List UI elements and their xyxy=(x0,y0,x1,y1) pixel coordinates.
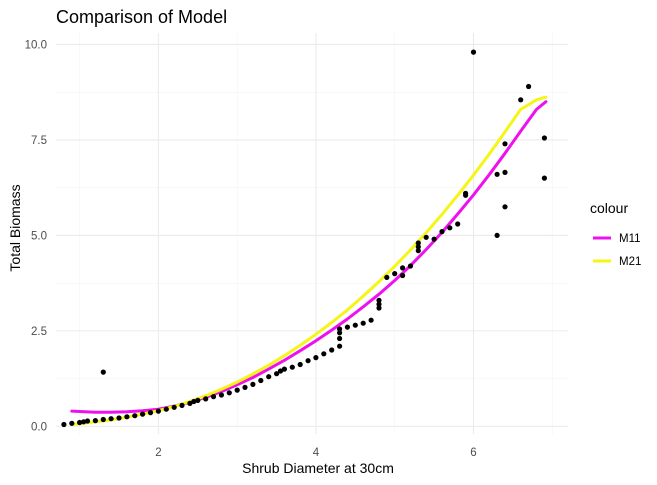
data-point xyxy=(61,421,67,428)
data-point xyxy=(77,419,83,426)
data-point xyxy=(502,204,508,210)
series-line-m11 xyxy=(70,100,548,414)
data-point xyxy=(321,351,327,357)
data-point xyxy=(392,271,398,277)
y-tick-label: 10.0 xyxy=(25,39,47,51)
data-point xyxy=(242,384,248,390)
y-tick-label: 2.5 xyxy=(31,326,47,338)
data-point xyxy=(203,396,209,402)
data-point xyxy=(147,410,154,416)
data-point xyxy=(258,377,264,384)
data-point xyxy=(274,371,280,377)
chart-title: Comparison of Model xyxy=(56,7,227,27)
data-point xyxy=(337,335,343,342)
data-point xyxy=(132,413,138,419)
data-point xyxy=(368,317,374,323)
data-point xyxy=(100,369,106,375)
y-axis-ticks: 0.0 2.5 5.0 7.5 10.0 xyxy=(25,39,47,433)
x-tick-label: 4 xyxy=(313,447,320,459)
legend-label-m21: M21 xyxy=(619,256,641,268)
data-point xyxy=(439,229,445,235)
data-point xyxy=(155,408,161,414)
x-axis-ticks: 2 4 6 xyxy=(155,447,476,459)
data-point xyxy=(502,169,508,175)
data-point xyxy=(447,225,453,231)
data-point xyxy=(305,358,311,364)
data-point xyxy=(163,406,169,412)
x-tick-label: 6 xyxy=(470,447,476,459)
data-point xyxy=(463,190,469,196)
data-point xyxy=(84,418,91,424)
data-point xyxy=(337,330,343,336)
data-point xyxy=(116,415,122,421)
data-point xyxy=(191,398,197,405)
data-point xyxy=(407,263,414,269)
data-point xyxy=(195,397,201,403)
data-point xyxy=(415,240,421,246)
data-point xyxy=(81,419,87,425)
data-point xyxy=(376,297,382,303)
legend-items: M11 M21 xyxy=(593,233,641,268)
data-point xyxy=(69,420,75,426)
data-point xyxy=(100,416,106,423)
data-point xyxy=(140,411,146,417)
data-point xyxy=(124,414,130,420)
series-line-m21 xyxy=(70,95,548,426)
data-point xyxy=(423,234,429,240)
data-point xyxy=(313,355,319,361)
data-point xyxy=(431,236,437,242)
data-point xyxy=(400,272,406,279)
data-point xyxy=(470,49,477,55)
data-point xyxy=(415,248,421,254)
data-point xyxy=(360,320,366,326)
data-points xyxy=(61,49,548,428)
data-point xyxy=(526,83,532,90)
data-point xyxy=(226,390,232,396)
data-point xyxy=(415,244,421,250)
data-point xyxy=(518,97,524,103)
data-point xyxy=(250,381,256,387)
data-point xyxy=(352,322,358,328)
data-point xyxy=(329,347,335,353)
legend: colour M11 M21 xyxy=(590,200,641,268)
legend-label-m11: M11 xyxy=(619,233,641,245)
data-point xyxy=(384,274,390,280)
series-lines xyxy=(70,95,548,426)
x-axis-title: Shrub Diameter at 30cm xyxy=(242,460,394,476)
data-point xyxy=(210,394,217,400)
data-point xyxy=(179,402,185,408)
data-point xyxy=(494,171,500,177)
data-point xyxy=(502,141,508,147)
data-point xyxy=(344,324,350,330)
data-point xyxy=(281,366,287,372)
legend-title: colour xyxy=(590,200,628,216)
data-point xyxy=(455,221,461,227)
x-tick-label: 2 xyxy=(155,447,161,459)
y-tick-label: 0.0 xyxy=(31,421,47,433)
data-point xyxy=(92,418,98,424)
data-point xyxy=(234,387,240,393)
data-point xyxy=(400,265,406,271)
y-tick-label: 5.0 xyxy=(31,230,47,242)
data-point xyxy=(494,232,500,238)
data-point xyxy=(187,400,193,406)
data-point xyxy=(171,404,177,410)
data-point xyxy=(541,135,548,141)
data-point xyxy=(337,326,343,332)
data-point xyxy=(376,301,382,307)
y-tick-label: 7.5 xyxy=(31,135,47,147)
data-point xyxy=(541,175,548,181)
data-point xyxy=(376,305,382,311)
data-point xyxy=(108,416,114,422)
data-point xyxy=(218,392,224,398)
data-point xyxy=(289,364,295,370)
data-point xyxy=(337,343,343,349)
data-point xyxy=(266,374,272,380)
data-point xyxy=(277,368,284,374)
y-axis-title: Total Biomass xyxy=(7,184,23,271)
data-point xyxy=(297,361,303,368)
plot-grid xyxy=(56,33,568,434)
